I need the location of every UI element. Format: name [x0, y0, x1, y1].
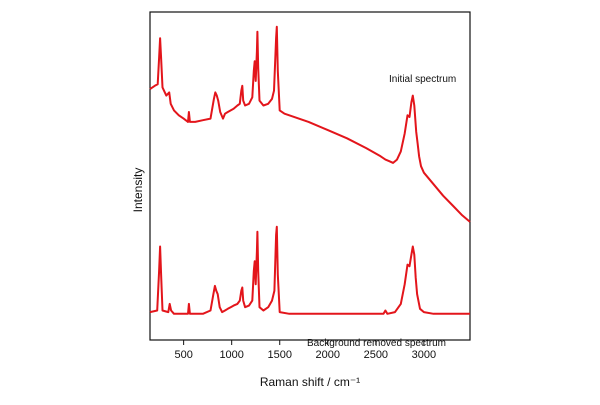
annotation-initial-spectrum: Initial spectrum: [389, 74, 456, 85]
y-axis-title: Intensity: [131, 168, 145, 213]
series-line-background-removed-spectrum: [149, 225, 470, 315]
x-axis-title: Raman shift / cm⁻¹: [260, 375, 360, 389]
x-tick-label: 1500: [267, 349, 291, 361]
x-tick-label: 2500: [364, 349, 388, 361]
series-line-initial-spectrum: [149, 25, 471, 223]
series-layer: [149, 25, 471, 315]
x-tick-label: 500: [174, 349, 192, 361]
x-tick-label: 3000: [412, 349, 436, 361]
x-tick-label: 2000: [316, 349, 340, 361]
annotation-background-removed-spectrum: Background removed spectrum: [307, 338, 446, 349]
plot-frame: [149, 11, 471, 341]
x-tick-label: 1000: [219, 349, 243, 361]
x-axis-ticks: 500 1000 1500 2000 2500 3000: [174, 340, 436, 361]
